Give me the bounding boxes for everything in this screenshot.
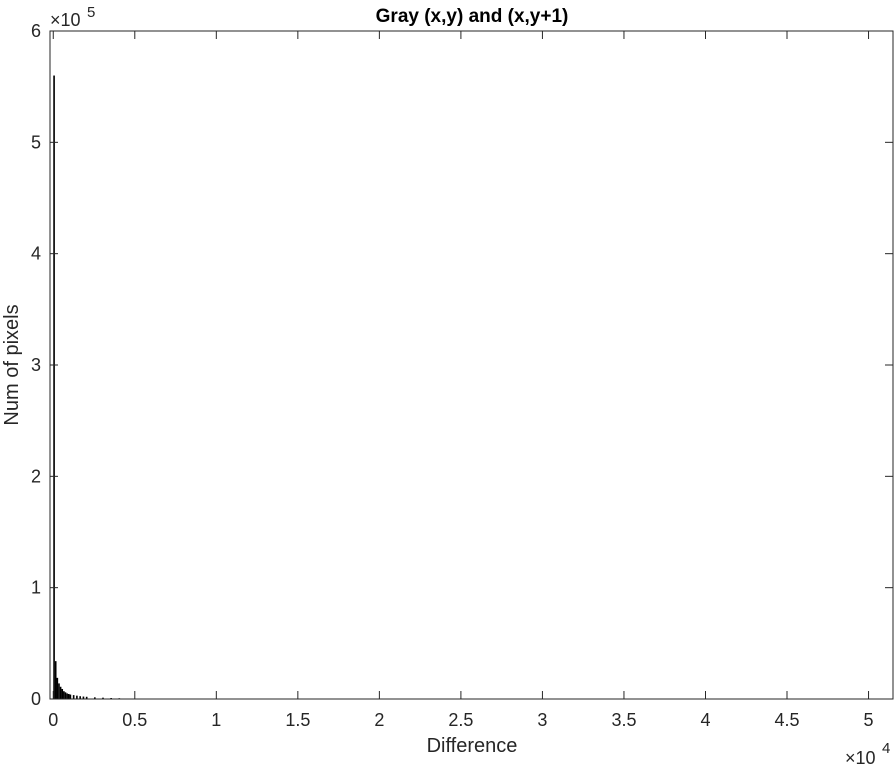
histogram-bar	[63, 691, 65, 699]
y-tick-label: 1	[31, 578, 41, 598]
x-axis-label: Difference	[427, 735, 518, 757]
histogram-bar	[56, 677, 59, 699]
histogram-bar	[53, 75, 55, 700]
y-tick-label: 5	[31, 132, 41, 152]
x-exponent-base: ×10	[845, 748, 876, 764]
x-tick-label: 3	[537, 710, 547, 730]
y-axis-label: Num of pixels	[1, 304, 23, 425]
histogram-bar	[67, 693, 70, 699]
histogram-bar	[72, 695, 75, 699]
y-tick-label: 6	[31, 21, 41, 41]
y-tick-label: 3	[31, 355, 41, 375]
histogram-bar	[94, 697, 96, 699]
histogram-bar	[54, 661, 57, 699]
y-tick-label: 4	[31, 244, 41, 264]
histogram-bar	[58, 683, 60, 699]
x-exponent-power: 4	[882, 740, 890, 757]
x-tick-label: 4.5	[774, 710, 799, 730]
x-exponent: ×10 4	[845, 740, 890, 764]
histogram-bar	[82, 696, 85, 699]
histogram-bar	[64, 692, 67, 699]
x-tick-label: 3.5	[611, 710, 636, 730]
histogram-bar	[102, 697, 104, 699]
y-exponent-base: ×10	[50, 10, 81, 30]
x-tick-label: 1.5	[285, 710, 310, 730]
chart-title: Gray (x,y) and (x,y+1)	[376, 6, 569, 27]
x-tick-label: 2.5	[448, 710, 473, 730]
histogram-bar	[110, 697, 112, 699]
y-tick-label: 0	[31, 689, 41, 709]
y-exponent-power: 5	[87, 4, 95, 21]
x-tick-label: 2	[374, 710, 384, 730]
x-tick-label: 0.5	[122, 710, 147, 730]
bars-group	[53, 75, 129, 700]
y-tick-label: 2	[31, 466, 41, 486]
histogram-bar	[76, 695, 78, 699]
x-tick-label: 4	[700, 710, 710, 730]
histogram-bar	[66, 693, 68, 699]
y-exponent: ×10 5	[50, 4, 95, 30]
histogram-bar	[85, 696, 88, 699]
x-tick-label: 0	[48, 710, 58, 730]
x-tick-label: 5	[864, 710, 874, 730]
x-tick-label: 1	[211, 710, 221, 730]
histogram-bar	[61, 688, 64, 699]
histogram-bar	[69, 694, 72, 699]
ticks-group: 0 0.5 1 1.5 2 2.5 3 3.5 4 4.5 5 0 1 2 3 4 5 6	[31, 21, 893, 730]
histogram-bar	[79, 696, 81, 699]
histogram-bar	[59, 686, 62, 699]
